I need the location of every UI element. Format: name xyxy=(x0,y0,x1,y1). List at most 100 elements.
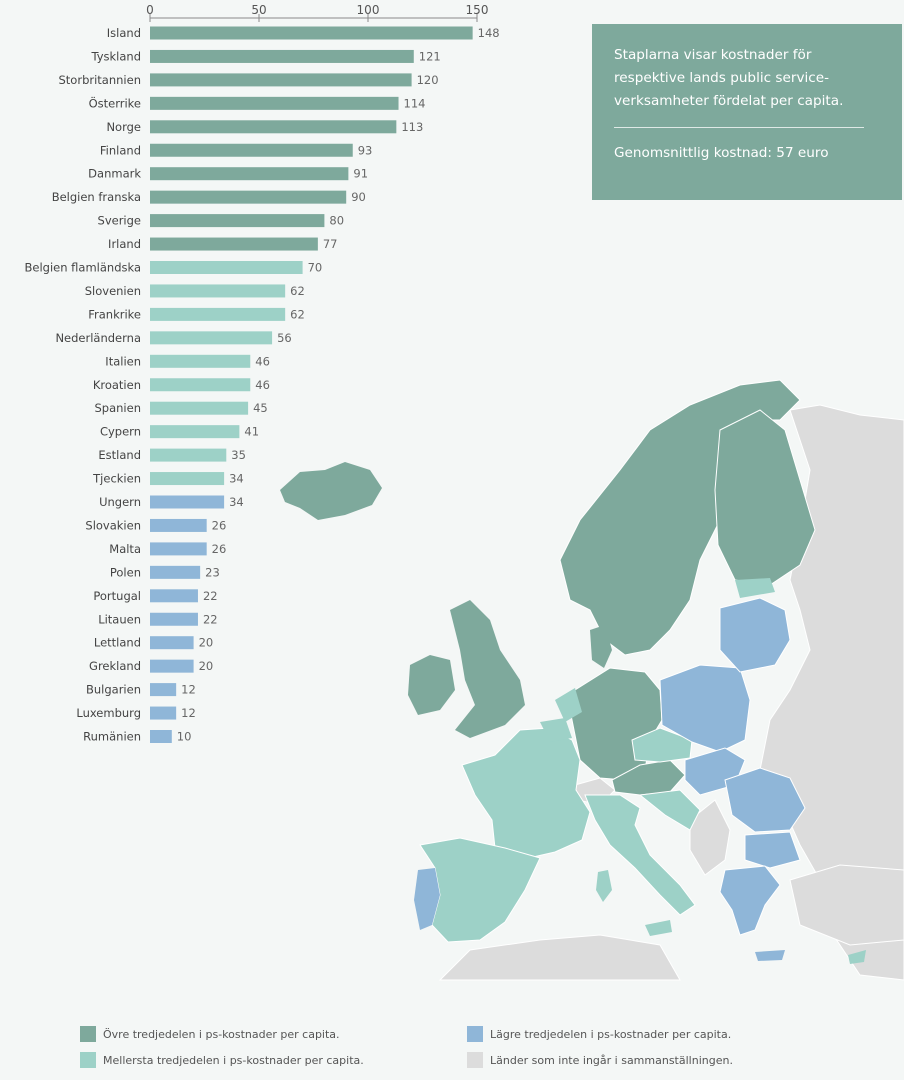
bar xyxy=(150,96,399,110)
category-label: Ungern xyxy=(99,495,141,509)
value-label: 20 xyxy=(199,659,214,673)
value-label: 120 xyxy=(417,73,439,87)
category-label: Tjeckien xyxy=(92,472,141,486)
value-label: 46 xyxy=(255,378,270,392)
value-label: 22 xyxy=(203,589,218,603)
bar xyxy=(150,120,397,134)
bar xyxy=(150,49,414,63)
category-label: Nederländerna xyxy=(55,331,141,345)
category-label: Irland xyxy=(108,237,141,251)
bar xyxy=(150,589,198,603)
category-label: Estland xyxy=(98,448,141,462)
bar xyxy=(150,284,286,298)
map-ireland xyxy=(408,655,455,715)
bar xyxy=(150,143,353,157)
value-label: 23 xyxy=(205,565,220,579)
bar xyxy=(150,190,347,204)
map-cyprus xyxy=(848,950,866,964)
map-belgium xyxy=(540,718,572,742)
category-label: Belgien flamländska xyxy=(25,261,142,275)
map-finland xyxy=(714,409,816,586)
category-label: Luxemburg xyxy=(76,706,141,720)
legend-item-lower: Lägre tredjedelen i ps-kostnader per cap… xyxy=(467,1026,731,1042)
bar xyxy=(150,214,325,228)
category-label: Litauen xyxy=(98,612,141,626)
category-label: Cypern xyxy=(100,425,141,439)
category-label: Frankrike xyxy=(88,307,141,321)
info-box: Staplarna visar kostnader för respektive… xyxy=(592,24,902,200)
bar xyxy=(150,636,194,650)
bar xyxy=(150,401,249,415)
category-label: Belgien franska xyxy=(52,190,141,204)
category-label: Lettland xyxy=(94,636,141,650)
value-label: 26 xyxy=(212,518,227,532)
category-label: Portugal xyxy=(93,589,141,603)
bar xyxy=(150,331,273,345)
value-label: 45 xyxy=(253,401,268,415)
bar xyxy=(150,307,286,321)
category-label: Tyskland xyxy=(90,49,141,63)
map-denmark xyxy=(590,625,612,668)
legend-item-excluded: Länder som inte ingår i sammanställninge… xyxy=(467,1052,733,1068)
map-netherlands xyxy=(555,688,582,722)
europe-map xyxy=(280,379,904,981)
value-label: 90 xyxy=(351,190,366,204)
category-label: Storbritannien xyxy=(59,73,142,87)
legend-swatch-upper xyxy=(80,1026,96,1042)
map-slovenia-croatia xyxy=(638,789,701,831)
category-label: Polen xyxy=(110,565,141,579)
value-label: 12 xyxy=(181,683,196,697)
value-label: 70 xyxy=(308,261,323,275)
value-label: 20 xyxy=(199,636,214,650)
map-baltics xyxy=(719,597,791,673)
category-label: Spanien xyxy=(95,401,142,415)
map-greece xyxy=(719,865,781,936)
map-italy xyxy=(584,794,696,916)
value-label: 34 xyxy=(229,495,244,509)
legend-swatch-excluded xyxy=(467,1052,483,1068)
bars: Island 148 Tyskland 121 Storbritannien 120 Öst… xyxy=(25,26,500,744)
category-label: Slovenien xyxy=(85,284,141,298)
map-poland xyxy=(659,664,751,753)
value-label: 93 xyxy=(358,143,373,157)
category-label: Sverige xyxy=(98,214,141,228)
map-romania xyxy=(724,767,806,833)
x-axis: 0 50 100 150 xyxy=(146,3,488,22)
x-tick-label: 50 xyxy=(251,3,266,17)
category-label: Österrike xyxy=(89,94,141,110)
value-label: 62 xyxy=(290,307,305,321)
map-sardinia xyxy=(596,870,612,902)
category-label: Norge xyxy=(106,120,141,134)
value-label: 113 xyxy=(401,120,423,134)
bar xyxy=(150,683,177,697)
value-label: 56 xyxy=(277,331,292,345)
legend-item-middle: Mellersta tredjedelen i ps-kostnader per… xyxy=(80,1052,364,1068)
bar xyxy=(150,261,303,274)
bar xyxy=(150,659,194,673)
bar xyxy=(150,495,225,509)
category-label: Slovakien xyxy=(85,518,141,532)
map-sicily xyxy=(645,920,672,936)
map-turkey xyxy=(789,864,904,946)
map-uk xyxy=(450,600,525,738)
bar xyxy=(150,730,172,743)
bar xyxy=(150,354,251,368)
x-tick-label: 0 xyxy=(146,3,154,17)
value-label: 35 xyxy=(231,448,246,462)
info-description: Staplarna visar kostnader för respektive… xyxy=(614,47,844,109)
bar xyxy=(150,237,318,251)
value-label: 77 xyxy=(323,237,338,251)
map-crete xyxy=(755,950,785,961)
legend-label-excluded: Länder som inte ingår i sammanställninge… xyxy=(490,1053,733,1067)
legend-label-middle: Mellersta tredjedelen i ps-kostnader per… xyxy=(103,1053,364,1067)
bar xyxy=(150,167,349,181)
bar xyxy=(150,26,473,40)
legend-item-upper: Övre tredjedelen i ps-kostnader per capi… xyxy=(80,1026,340,1042)
map-estonia xyxy=(735,578,775,598)
value-label: 91 xyxy=(353,167,368,181)
value-label: 22 xyxy=(203,612,218,626)
legend-label-upper: Övre tredjedelen i ps-kostnader per capi… xyxy=(103,1027,340,1041)
legend-swatch-lower xyxy=(467,1026,483,1042)
bar xyxy=(150,612,198,626)
